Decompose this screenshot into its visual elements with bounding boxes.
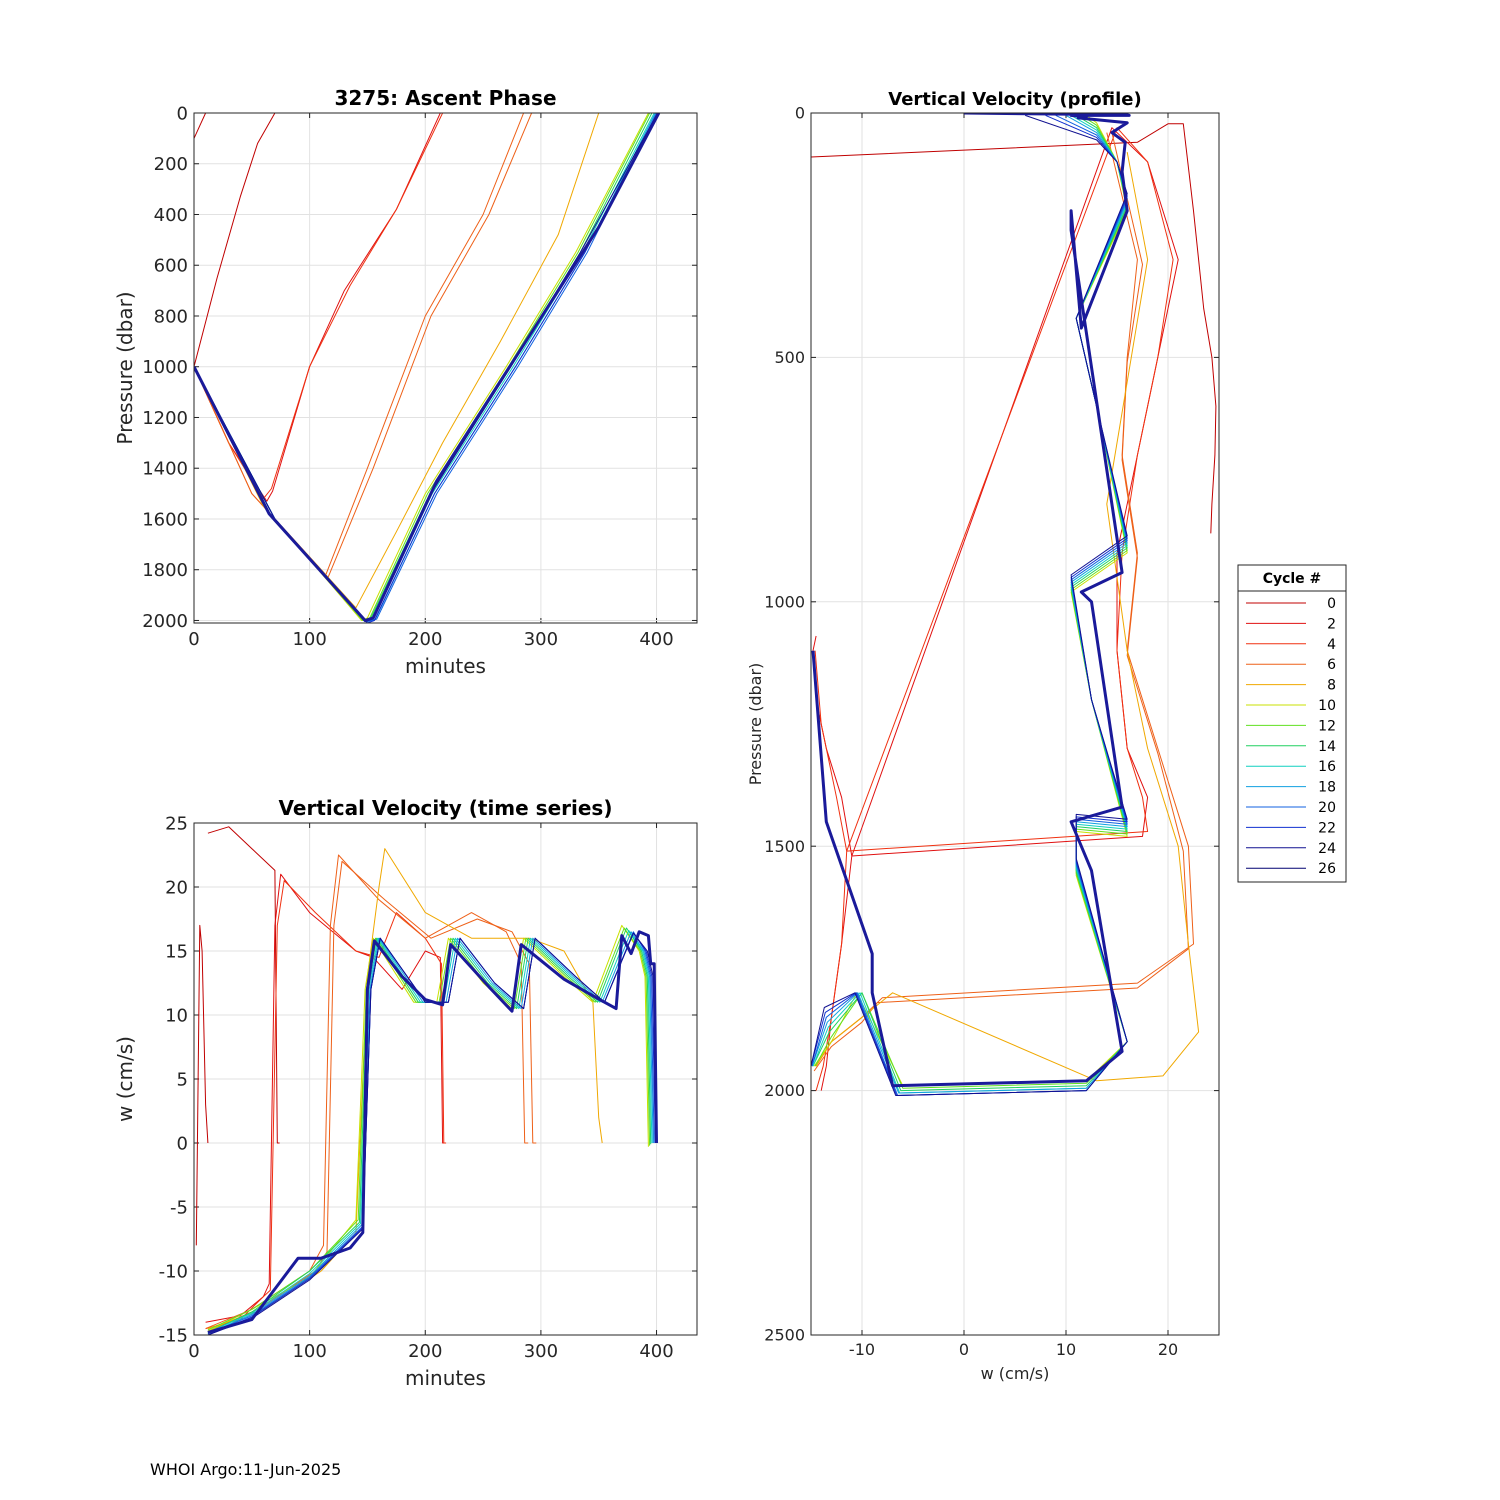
y-tick-label: -10 [159,1261,188,1282]
y-axis-label: Pressure (dbar) [746,663,765,786]
y-tick-label: 5 [177,1069,188,1090]
legend-label: 18 [1318,780,1336,796]
y-tick-label: 25 [165,813,188,834]
velocity-profile-chart: -10 0 10 20 0 500 1000 1500 2000 2500 Vertical Vel… [746,89,1220,1383]
x-tick-label: 0 [188,629,199,650]
x-tick-label: 400 [639,1341,673,1362]
chart-title: Vertical Velocity (profile) [888,89,1142,110]
x-axis-label: w (cm/s) [981,1364,1050,1383]
series-group [194,113,661,623]
series-line-cycle-12 [207,927,651,1331]
series-line-cycle-0 [811,123,1217,534]
plot-area [811,113,1219,1335]
series-line-cycle-8 [815,152,1200,1082]
y-tick-label: 800 [154,306,188,327]
series-line-cycle-2 [205,873,445,1323]
legend-label: 4 [1327,637,1336,653]
series-line-cycle-4 [205,880,447,1330]
y-tick-label: 1400 [142,459,188,480]
series-line-cycle-18 [207,931,654,1335]
y-tick-label: 0 [177,103,188,124]
legend-label: 10 [1318,698,1336,714]
legend-label: 26 [1318,861,1336,877]
legend-label: 22 [1318,820,1336,836]
y-tick-label: 400 [154,205,188,226]
x-tick-label: 0 [959,1340,969,1359]
y-tick-label: 500 [774,348,805,367]
y-tick-label: 1000 [764,592,805,611]
velocity-time-series-chart: 0 100 200 300 400 -15 -10 -5 0 5 10 15 20 25 Vertical … [113,796,698,1390]
legend-label: 14 [1318,739,1336,755]
series-group [195,826,658,1335]
series-line-cycle-0 [194,113,207,139]
y-tick-label: 1800 [142,560,188,581]
legend-label: 8 [1327,678,1336,694]
x-tick-label: 200 [408,1341,442,1362]
x-tick-label: -10 [849,1340,875,1359]
legend-label: 12 [1318,718,1336,734]
legend-label: 0 [1327,596,1336,612]
footer-source-date: WHOI Argo:11-Jun-2025 [150,1460,342,1479]
y-tick-label: 10 [165,1005,188,1026]
series-line-cycle-0 [207,826,280,1144]
y-tick-label: 2000 [142,611,188,632]
legend-label: 2 [1327,616,1336,632]
series-line-cycle-6 [813,132,1189,1072]
y-tick-label: 1600 [142,509,188,530]
y-tick-label: 1200 [142,408,188,429]
x-tick-label: 20 [1158,1340,1178,1359]
x-tick-label: 100 [292,1341,326,1362]
series-line-cycle-26 [207,930,658,1334]
plot-area [194,113,697,623]
x-tick-label: 200 [408,629,442,650]
series-line-cycle-14 [207,927,652,1333]
x-tick-label: 100 [292,629,326,650]
x-axis-label: minutes [405,1366,486,1390]
y-tick-label: 0 [795,104,805,123]
x-tick-label: 300 [524,629,558,650]
y-tick-label: 600 [154,256,188,277]
x-tick-label: 10 [1056,1340,1076,1359]
x-tick-label: 300 [524,1341,558,1362]
y-tick-label: 0 [177,1133,188,1154]
legend-label: 24 [1318,841,1336,857]
y-tick-label: 2500 [764,1326,805,1345]
series-line-cycle-4 [814,127,1174,1091]
legend-label: 20 [1318,800,1336,816]
series-line-cycle-4 [194,113,444,500]
series-line-cycle-24 [207,932,657,1335]
series-line-cycle-0 [195,924,209,1246]
y-tick-label: -15 [159,1325,188,1346]
legend-box [1237,564,1347,883]
series-line-cycle-0 [194,113,276,367]
x-tick-label: 0 [188,1341,199,1362]
y-axis-label: Pressure (dbar) [113,291,137,444]
x-axis-label: minutes [405,654,486,678]
plot-frame [810,112,1220,1336]
y-tick-label: -5 [170,1197,188,1218]
x-tick-label: 400 [639,629,673,650]
plot-frame [193,822,698,1336]
ascent-phase-chart: 0 100 200 300 400 0 200 400 600 800 1000 1200 1400 16… [113,86,698,678]
chart-title: 3275: Ascent Phase [334,86,556,110]
series-line-cycle-16 [207,930,653,1333]
y-tick-label: 15 [165,941,188,962]
y-tick-label: 200 [154,154,188,175]
legend-label: 6 [1327,657,1336,673]
plot-frame [193,112,698,624]
series-line-cycle-26 [194,113,661,622]
legend-title: Cycle # [1263,571,1322,587]
y-tick-label: 20 [165,877,188,898]
y-tick-label: 2000 [764,1081,805,1100]
y-axis-label: w (cm/s) [113,1036,137,1122]
series-group [811,113,1217,1096]
legend-label: 16 [1318,759,1336,775]
series-line-cycle-26 [811,113,1131,1088]
chart-title: Vertical Velocity (time series) [279,796,613,820]
y-tick-label: 1000 [142,357,188,378]
y-tick-label: 1500 [764,837,805,856]
